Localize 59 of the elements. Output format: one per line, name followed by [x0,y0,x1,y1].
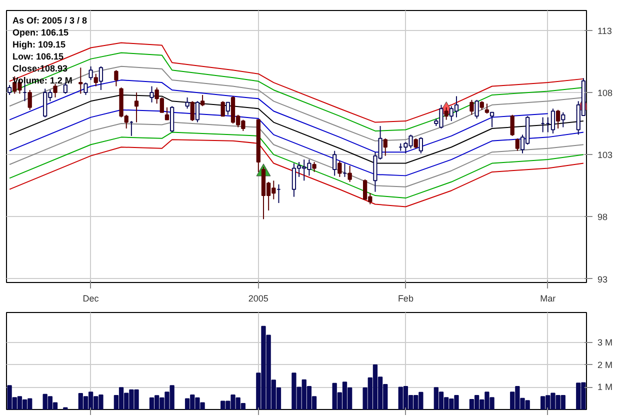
y-tick-label: 1 M [598,382,613,392]
candlestick [226,102,230,116]
line-series [9,122,584,188]
line-series [9,94,584,164]
candlestick [418,136,424,154]
candlestick [338,160,342,178]
candlestick [470,99,474,116]
candlestick [94,73,98,87]
candlestick [510,114,514,136]
annotation: High: 109.15 [12,40,66,50]
candlestick [561,112,566,128]
y-tick-label: 108 [598,88,613,98]
x-tick-label: 2005 [248,294,268,304]
y-tick-label: 2 M [598,360,613,370]
y-tick-label: 98 [598,212,608,222]
candlestick [484,103,490,114]
candlestick [164,106,170,120]
x-tick-label: Feb [398,294,414,304]
candlestick [490,112,494,128]
candlestick [556,109,560,129]
candlestick [474,99,479,120]
annotation: Low: 106.15 [12,52,64,62]
y-tick-label: 93 [598,274,608,284]
annotation: Open: 106.15 [12,28,69,38]
candlestick [444,106,448,120]
candlestick [150,86,154,103]
line-series [9,139,584,208]
candlestick [515,138,520,152]
candlestick [383,138,388,156]
y-tick-label: 3 M [598,338,613,348]
candlestick [190,100,194,122]
candlestick [114,70,118,87]
candlestick [63,82,68,94]
x-tick-label: Mar [540,294,556,304]
candlestick [134,92,139,123]
candlestick [195,100,200,123]
candlestick [53,83,58,98]
candlestick [7,84,12,96]
candlestick [200,94,205,107]
candlestick [170,106,174,133]
candlestick [78,67,83,94]
candlestick [414,138,418,149]
candlestick [28,89,32,110]
y-tick-label: 113 [598,26,612,36]
candlestick [220,100,225,117]
line-series [9,109,584,176]
line-series [9,42,584,123]
x-tick-label: Dec [82,294,100,304]
candlestick [312,162,316,172]
y-tick-label: 103 [598,150,613,160]
candlestick [332,150,337,176]
candlestick [88,66,93,81]
candlestick [348,165,352,182]
annotation: As Of: 2005 / 3 / 8 [12,16,88,26]
candlestick [185,96,190,110]
candlestick [98,66,104,90]
candlestick [84,82,88,96]
line-series [9,132,584,199]
candlestick [550,108,556,134]
